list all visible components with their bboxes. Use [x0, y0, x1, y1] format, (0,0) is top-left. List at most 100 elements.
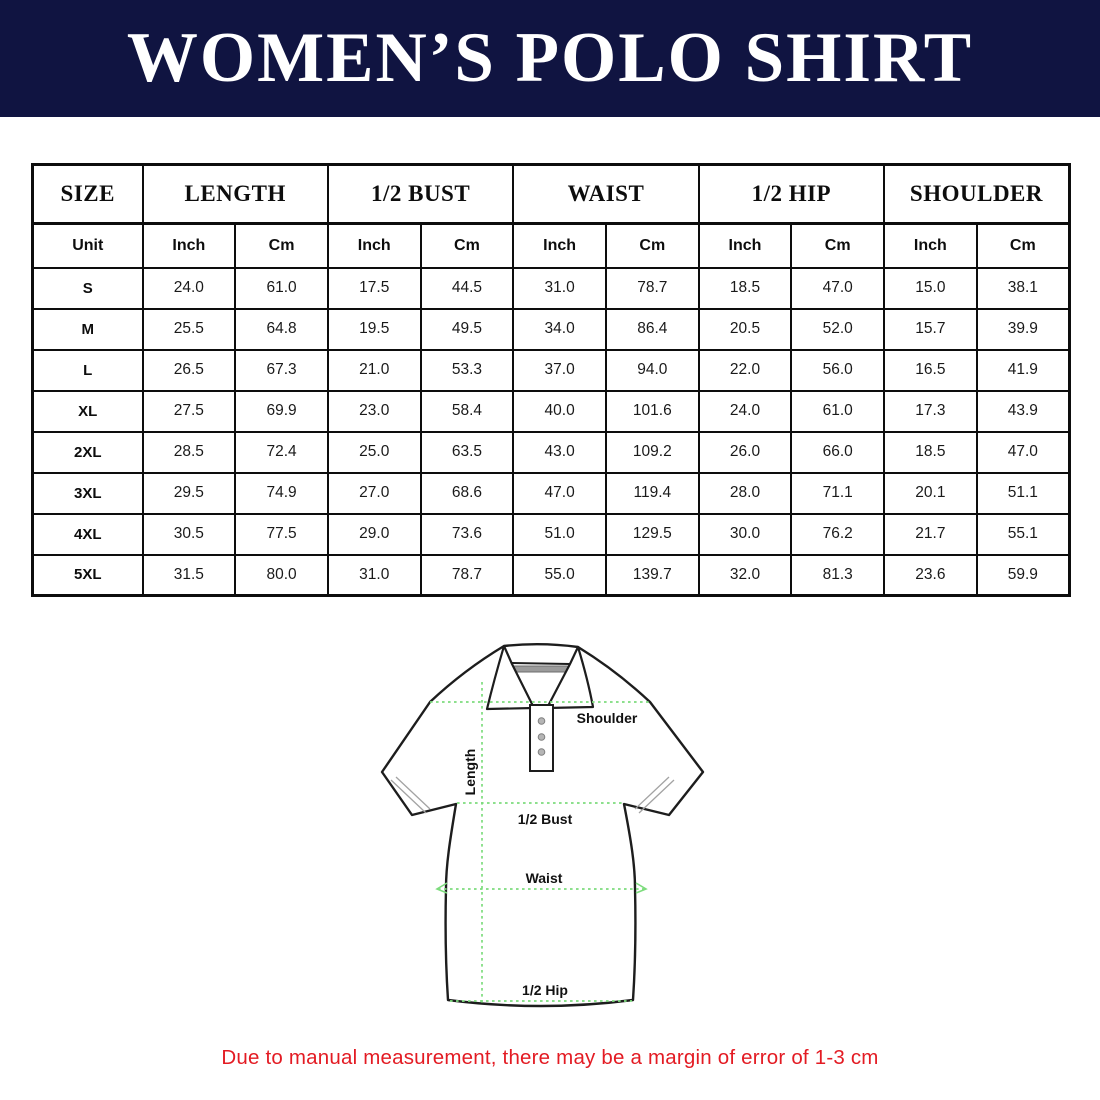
unit-cm: Cm	[975, 222, 1071, 269]
collar-band-bottom	[511, 662, 571, 665]
value-cell: 37.0	[512, 348, 607, 392]
size-chart-table: SIZE LENGTH 1/2 BUST WAIST 1/2 HIP SHOUL…	[31, 163, 1071, 597]
column-header-size: SIZE	[31, 163, 144, 225]
length-label: Length	[462, 749, 478, 796]
table-row: M 25.5 64.8 19.5 49.5 34.0 86.4 20.5 52.…	[31, 307, 1071, 351]
button-icon	[537, 748, 546, 756]
value-cell: 26.0	[697, 430, 793, 474]
collar-right-flap	[545, 645, 595, 710]
size-cell: XL	[31, 389, 144, 433]
column-header-waist: WAIST	[512, 163, 700, 225]
value-cell: 119.4	[604, 471, 700, 515]
waist-arrow-right-icon	[635, 882, 648, 894]
value-cell: 73.6	[419, 512, 515, 556]
size-cell: 3XL	[31, 471, 144, 515]
table-row: S 24.0 61.0 17.5 44.5 31.0 78.7 18.5 47.…	[31, 266, 1071, 310]
value-cell: 25.0	[326, 430, 422, 474]
value-cell: 38.1	[975, 266, 1071, 310]
value-cell: 47.0	[512, 471, 607, 515]
value-cell: 52.0	[790, 307, 886, 351]
value-cell: 49.5	[419, 307, 515, 351]
value-cell: 26.5	[141, 348, 237, 392]
size-cell: 5XL	[31, 553, 144, 597]
unit-label: Unit	[31, 222, 144, 269]
measurement-disclaimer: Due to manual measurement, there may be …	[221, 1046, 879, 1069]
column-header-bust: 1/2 BUST	[326, 163, 515, 225]
value-cell: 17.5	[326, 266, 422, 310]
table-row: 3XL 29.5 74.9 27.0 68.6 47.0 119.4 28.0 …	[31, 471, 1071, 515]
column-header-hip: 1/2 HIP	[697, 163, 886, 225]
value-cell: 63.5	[419, 430, 515, 474]
polo-measurement-diagram: Shoulder Length 1/2 Bust Waist 1/2 Hip	[380, 643, 705, 1008]
value-cell: 59.9	[975, 553, 1071, 597]
value-cell: 29.5	[141, 471, 237, 515]
value-cell: 17.3	[883, 389, 978, 433]
value-cell: 66.0	[790, 430, 886, 474]
right-cuff-lines	[634, 776, 675, 814]
collar-left-flap	[485, 644, 536, 711]
table-row: L 26.5 67.3 21.0 53.3 37.0 94.0 22.0 56.…	[31, 348, 1071, 392]
size-cell: L	[31, 348, 144, 392]
value-cell: 47.0	[975, 430, 1071, 474]
value-cell: 30.0	[697, 512, 793, 556]
value-cell: 43.9	[975, 389, 1071, 433]
value-cell: 24.0	[697, 389, 793, 433]
value-cell: 139.7	[604, 553, 700, 597]
value-cell: 23.0	[326, 389, 422, 433]
unit-cm: Cm	[790, 222, 886, 269]
value-cell: 80.0	[234, 553, 329, 597]
value-cell: 43.0	[512, 430, 607, 474]
value-cell: 129.5	[604, 512, 700, 556]
value-cell: 81.3	[790, 553, 886, 597]
value-cell: 20.1	[883, 471, 978, 515]
value-cell: 40.0	[512, 389, 607, 433]
value-cell: 74.9	[234, 471, 329, 515]
unit-inch: Inch	[326, 222, 422, 269]
value-cell: 47.0	[790, 266, 886, 310]
button-icon	[537, 717, 546, 725]
value-cell: 51.0	[512, 512, 607, 556]
value-cell: 27.5	[141, 389, 237, 433]
button-icon	[537, 733, 546, 741]
size-cell: S	[31, 266, 144, 310]
unit-inch: Inch	[512, 222, 607, 269]
unit-inch: Inch	[141, 222, 237, 269]
value-cell: 61.0	[790, 389, 886, 433]
size-cell: 2XL	[31, 430, 144, 474]
waist-label: Waist	[526, 870, 563, 886]
column-header-length: LENGTH	[141, 163, 329, 225]
value-cell: 55.1	[975, 512, 1071, 556]
value-cell: 22.0	[697, 348, 793, 392]
shoulder-label: Shoulder	[577, 710, 638, 726]
shirt-outline	[380, 643, 705, 1008]
value-cell: 101.6	[604, 389, 700, 433]
unit-cm: Cm	[419, 222, 515, 269]
unit-cm: Cm	[604, 222, 700, 269]
table-row: 4XL 30.5 77.5 29.0 73.6 51.0 129.5 30.0 …	[31, 512, 1071, 556]
value-cell: 18.5	[883, 430, 978, 474]
value-cell: 44.5	[419, 266, 515, 310]
column-header-shoulder: SHOULDER	[883, 163, 1071, 225]
value-cell: 76.2	[790, 512, 886, 556]
value-cell: 72.4	[234, 430, 329, 474]
value-cell: 61.0	[234, 266, 329, 310]
value-cell: 69.9	[234, 389, 329, 433]
value-cell: 27.0	[326, 471, 422, 515]
value-cell: 21.7	[883, 512, 978, 556]
table-header-row: SIZE LENGTH 1/2 BUST WAIST 1/2 HIP SHOUL…	[31, 163, 1071, 225]
size-table-body: S 24.0 61.0 17.5 44.5 31.0 78.7 18.5 47.…	[31, 266, 1071, 597]
value-cell: 21.0	[326, 348, 422, 392]
value-cell: 32.0	[697, 553, 793, 597]
value-cell: 31.0	[512, 266, 607, 310]
unit-header-row: Unit Inch Cm Inch Cm Inch Cm Inch Cm Inc…	[31, 222, 1071, 269]
value-cell: 78.7	[604, 266, 700, 310]
value-cell: 15.7	[883, 307, 978, 351]
hip-label: 1/2 Hip	[522, 982, 568, 998]
value-cell: 30.5	[141, 512, 237, 556]
value-cell: 94.0	[604, 348, 700, 392]
unit-inch: Inch	[883, 222, 978, 269]
value-cell: 58.4	[419, 389, 515, 433]
value-cell: 18.5	[697, 266, 793, 310]
value-cell: 39.9	[975, 307, 1071, 351]
value-cell: 56.0	[790, 348, 886, 392]
